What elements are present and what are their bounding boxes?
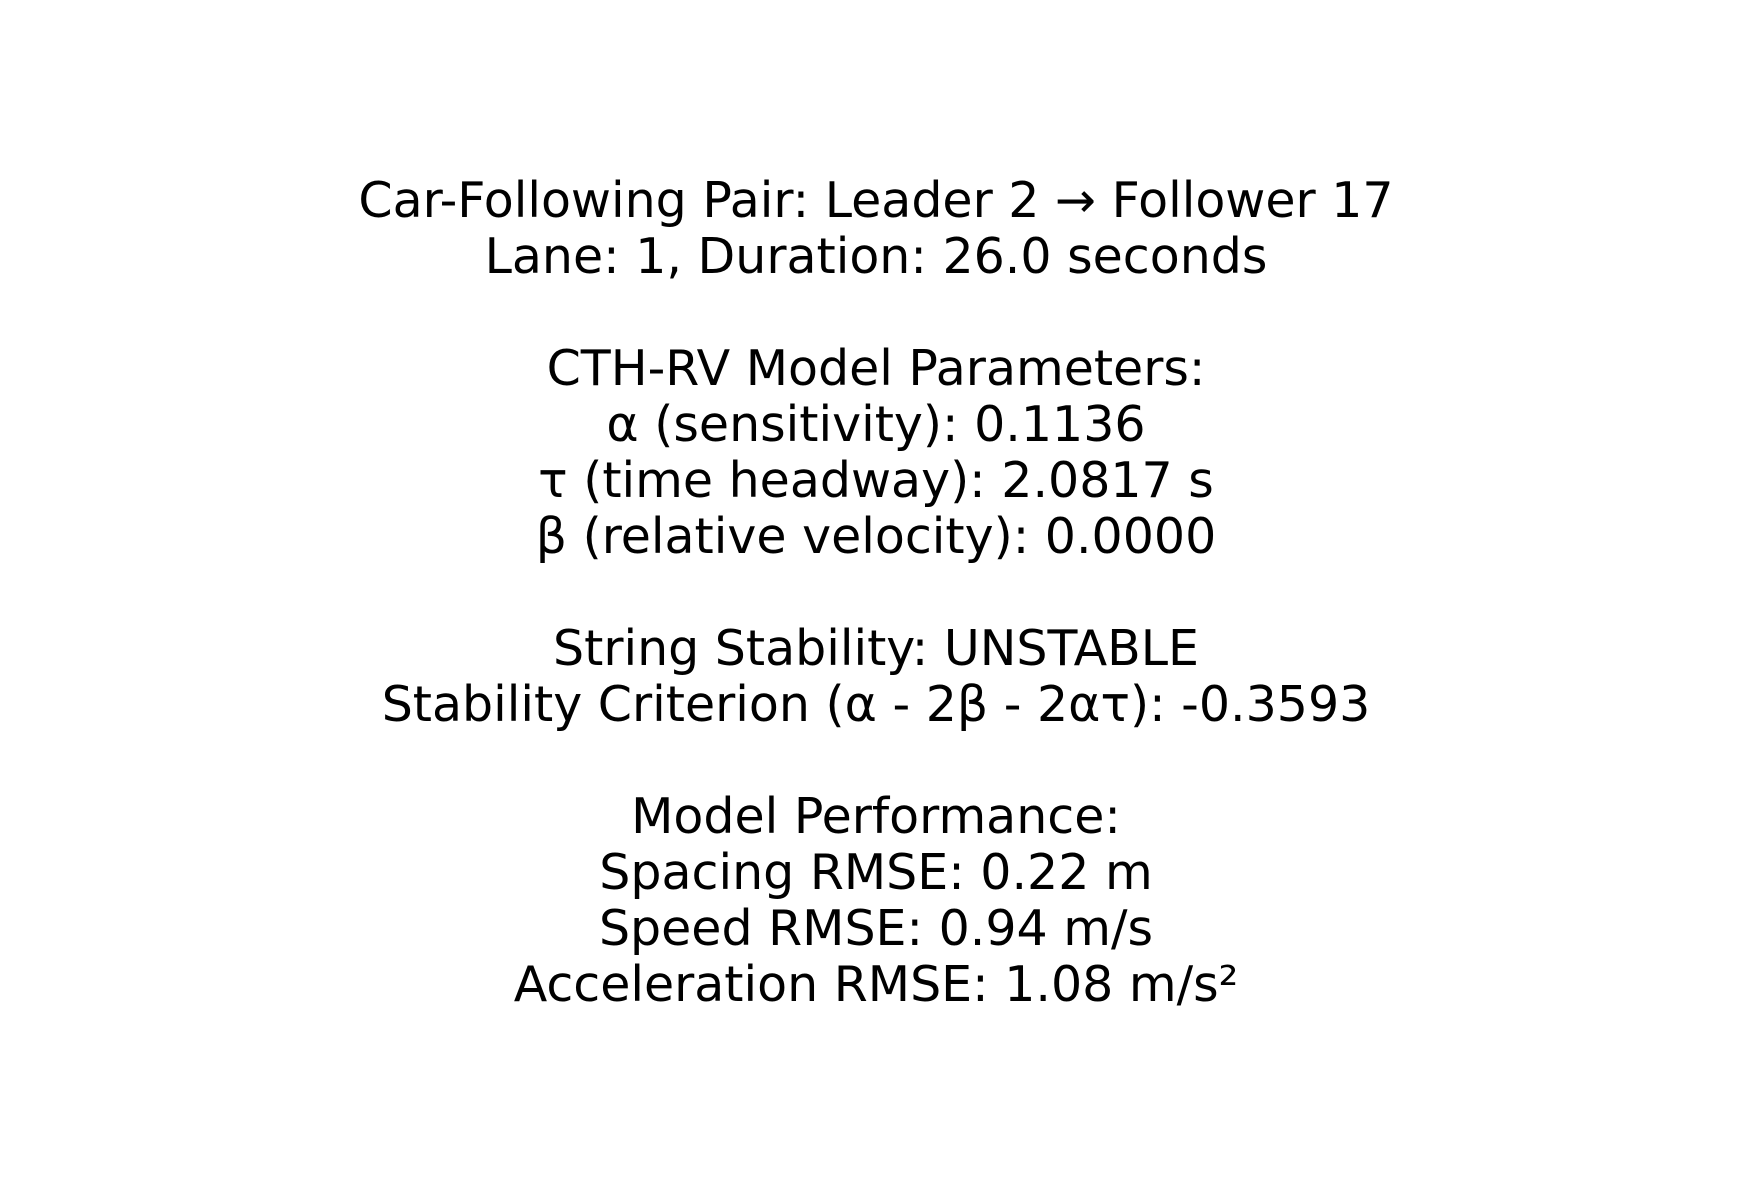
parameters-heading: CTH-RV Model Parameters: bbox=[546, 340, 1206, 397]
performance-heading: Model Performance: bbox=[631, 788, 1121, 845]
spacer bbox=[0, 733, 1752, 789]
beta-line: β (relative velocity): 0.0000 bbox=[535, 508, 1217, 565]
pair-line: Car-Following Pair: Leader 2 → Follower … bbox=[358, 172, 1394, 229]
stability-criterion-line: Stability Criterion (α - 2β - 2ατ): -0.3… bbox=[381, 676, 1371, 733]
car-following-summary: Car-Following Pair: Leader 2 → Follower … bbox=[0, 173, 1752, 1013]
spacer bbox=[0, 285, 1752, 341]
spacing-rmse-line: Spacing RMSE: 0.22 m bbox=[599, 844, 1153, 901]
stability-status-line: String Stability: UNSTABLE bbox=[553, 620, 1199, 677]
speed-rmse-line: Speed RMSE: 0.94 m/s bbox=[598, 900, 1154, 957]
lane-duration-line: Lane: 1, Duration: 26.0 seconds bbox=[484, 228, 1268, 285]
tau-line: τ (time headway): 2.0817 s bbox=[538, 452, 1214, 509]
alpha-line: α (sensitivity): 0.1136 bbox=[606, 396, 1146, 453]
spacer bbox=[0, 565, 1752, 621]
acceleration-rmse-line: Acceleration RMSE: 1.08 m/s² bbox=[513, 956, 1239, 1013]
